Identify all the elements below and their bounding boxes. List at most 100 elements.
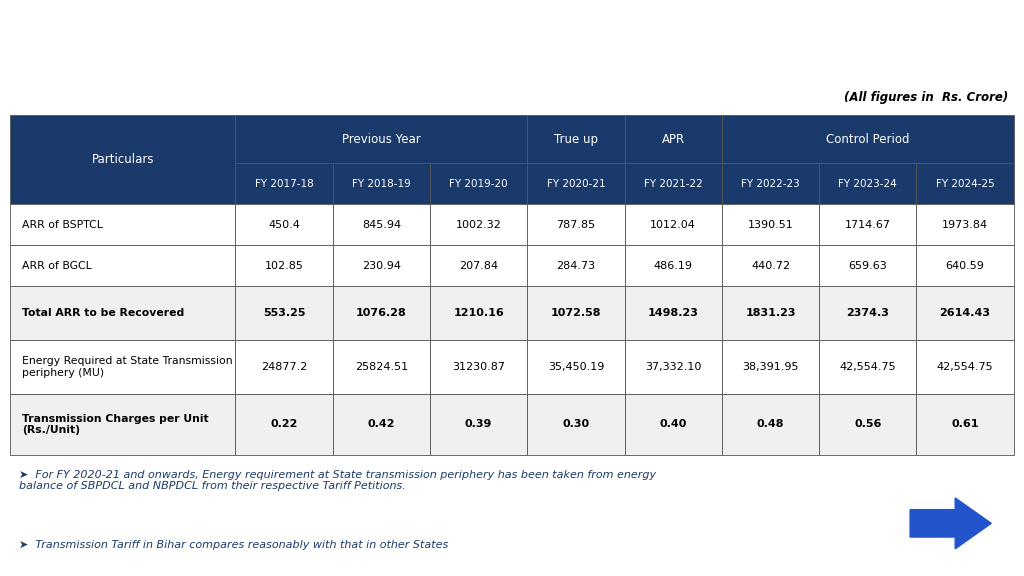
Bar	[333, 340, 430, 394]
Text: 207.84: 207.84	[459, 260, 499, 271]
Bar	[430, 204, 527, 245]
Text: ➤  Transmission Tariff in Bihar compares reasonably with that in other States: ➤ Transmission Tariff in Bihar compares …	[19, 540, 449, 550]
Text: 24877.2: 24877.2	[261, 362, 307, 372]
Bar	[722, 340, 819, 394]
Text: APR: APR	[662, 133, 685, 146]
Text: 31230.87: 31230.87	[453, 362, 505, 372]
Text: ARR of BSPTCL: ARR of BSPTCL	[23, 220, 103, 230]
Bar	[916, 286, 1014, 340]
Text: FY 2021-22: FY 2021-22	[644, 179, 702, 189]
Text: 787.85: 787.85	[556, 220, 596, 230]
Bar	[430, 164, 527, 204]
Bar	[722, 286, 819, 340]
Bar	[10, 286, 236, 340]
Text: 1002.32: 1002.32	[456, 220, 502, 230]
Text: FY 2022-23: FY 2022-23	[741, 179, 800, 189]
Bar	[625, 286, 722, 340]
Bar	[236, 164, 333, 204]
Text: 0.39: 0.39	[465, 419, 493, 429]
Bar	[430, 245, 527, 286]
Bar	[10, 245, 236, 286]
Text: Intra-State Transmission Charges (BSPTCL & BGCL): Intra-State Transmission Charges (BSPTCL…	[15, 25, 698, 50]
Text: 37,332.10: 37,332.10	[645, 362, 701, 372]
Bar	[527, 204, 625, 245]
Text: FY 2023-24: FY 2023-24	[839, 179, 897, 189]
Text: 35,450.19: 35,450.19	[548, 362, 604, 372]
Bar	[236, 286, 333, 340]
Bar	[819, 245, 916, 286]
Text: 284.73: 284.73	[556, 260, 596, 271]
Bar	[819, 204, 916, 245]
Text: 0.22: 0.22	[270, 419, 298, 429]
Bar	[722, 245, 819, 286]
Bar	[819, 394, 916, 455]
Text: FY 2019-20: FY 2019-20	[450, 179, 508, 189]
Bar	[527, 245, 625, 286]
Text: FY 2024-25: FY 2024-25	[936, 179, 994, 189]
Text: 2614.43: 2614.43	[940, 308, 990, 318]
Bar	[722, 115, 1014, 164]
Bar	[527, 164, 625, 204]
Text: 845.94: 845.94	[361, 220, 401, 230]
Bar	[819, 164, 916, 204]
Bar	[819, 340, 916, 394]
Bar	[430, 394, 527, 455]
Text: 1072.58: 1072.58	[551, 308, 601, 318]
Text: 1012.04: 1012.04	[650, 220, 696, 230]
Bar	[236, 245, 333, 286]
Text: Particulars: Particulars	[91, 153, 154, 166]
Bar	[722, 394, 819, 455]
Bar	[236, 115, 527, 164]
Text: 1498.23: 1498.23	[648, 308, 698, 318]
Bar	[333, 286, 430, 340]
Bar	[430, 286, 527, 340]
Bar	[10, 340, 236, 394]
Bar	[236, 394, 333, 455]
Text: 0.56: 0.56	[854, 419, 882, 429]
Text: (All figures in  Rs. Crore): (All figures in Rs. Crore)	[845, 90, 1009, 104]
Text: FY 2017-18: FY 2017-18	[255, 179, 313, 189]
Bar	[527, 286, 625, 340]
Text: Control Period: Control Period	[826, 133, 909, 146]
Bar	[722, 164, 819, 204]
Text: Energy Required at State Transmission
periphery (MU): Energy Required at State Transmission pe…	[23, 356, 232, 378]
Text: 230.94: 230.94	[361, 260, 400, 271]
Text: 1390.51: 1390.51	[748, 220, 794, 230]
Text: FY 2018-19: FY 2018-19	[352, 179, 411, 189]
Bar	[10, 204, 236, 245]
Bar	[625, 245, 722, 286]
Text: 2374.3: 2374.3	[847, 308, 889, 318]
Text: 553.25: 553.25	[263, 308, 305, 318]
Text: 486.19: 486.19	[653, 260, 693, 271]
Text: 102.85: 102.85	[264, 260, 303, 271]
Bar	[527, 340, 625, 394]
Text: 640.59: 640.59	[946, 260, 984, 271]
Text: Previous Year: Previous Year	[342, 133, 421, 146]
Text: ➤  For FY 2020-21 and onwards, Energy requirement at State transmission peripher: ➤ For FY 2020-21 and onwards, Energy req…	[19, 469, 656, 491]
Bar	[916, 164, 1014, 204]
Text: 42,554.75: 42,554.75	[840, 362, 896, 372]
Bar	[916, 245, 1014, 286]
Bar	[333, 164, 430, 204]
Bar	[625, 340, 722, 394]
Bar	[333, 394, 430, 455]
Text: 0.48: 0.48	[757, 419, 784, 429]
Text: 659.63: 659.63	[849, 260, 887, 271]
Bar	[625, 164, 722, 204]
Bar	[625, 394, 722, 455]
Text: 0.30: 0.30	[562, 419, 590, 429]
Bar	[916, 394, 1014, 455]
Text: 38,391.95: 38,391.95	[742, 362, 799, 372]
Bar	[10, 394, 236, 455]
Text: True up: True up	[554, 133, 598, 146]
Text: ARR of BGCL: ARR of BGCL	[23, 260, 92, 271]
Text: 450.4: 450.4	[268, 220, 300, 230]
Bar	[333, 245, 430, 286]
Text: FY 2020-21: FY 2020-21	[547, 179, 605, 189]
Text: 0.61: 0.61	[951, 419, 979, 429]
Bar	[236, 340, 333, 394]
Text: Transmission Charges per Unit
(Rs./Unit): Transmission Charges per Unit (Rs./Unit)	[23, 414, 209, 435]
Bar	[527, 115, 625, 164]
Bar	[625, 204, 722, 245]
Text: 440.72: 440.72	[751, 260, 791, 271]
